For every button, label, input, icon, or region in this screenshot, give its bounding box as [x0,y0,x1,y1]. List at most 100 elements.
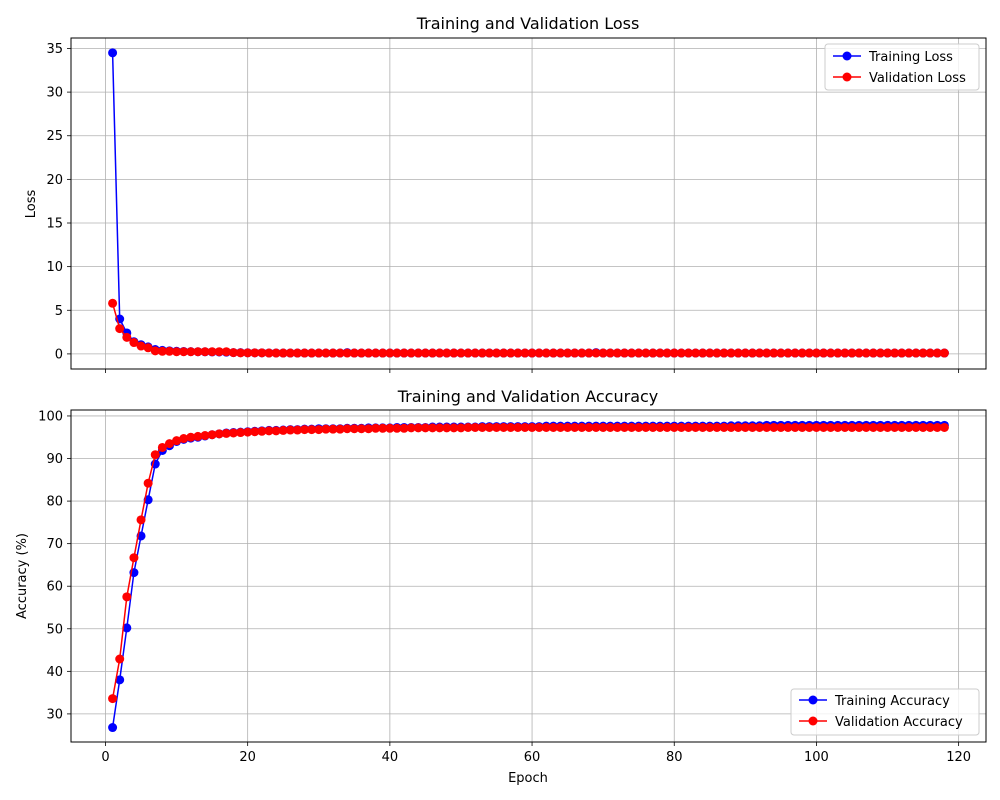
validation-loss-point [150,346,160,356]
validation-accuracy-point [172,436,182,446]
validation-accuracy-point [847,422,857,432]
validation-accuracy-point [676,422,686,432]
legend-marker-training-accuracy [808,695,818,705]
loss-legend: Training Loss Validation Loss [824,43,980,91]
validation-loss-point [783,348,793,358]
validation-accuracy-point [840,422,850,432]
validation-accuracy-point [342,424,352,434]
validation-loss-point [271,348,281,358]
validation-loss-point [932,348,942,358]
validation-loss-point [769,348,779,358]
validation-loss-point [342,348,352,358]
validation-loss-point [300,348,310,358]
accuracy-y-tick-label: 60 [46,580,63,595]
legend-marker-training-loss [842,51,852,61]
validation-accuracy-point [193,431,203,441]
validation-loss-point [335,348,345,358]
validation-loss-point [484,348,494,358]
validation-loss-point [307,348,317,358]
validation-accuracy-point [108,694,118,704]
validation-accuracy-point [292,425,302,435]
validation-accuracy-point [833,422,843,432]
validation-loss-point [442,348,452,358]
validation-loss-point [364,348,374,358]
validation-loss-point [172,347,182,357]
accuracy-y-tick-label: 100 [38,409,63,424]
validation-accuracy-point [918,422,928,432]
validation-accuracy-point [776,422,786,432]
validation-accuracy-point [385,423,395,433]
validation-accuracy-point [705,422,715,432]
validation-accuracy-point [520,422,530,432]
validation-accuracy-point [129,553,139,563]
validation-accuracy-point [228,428,238,438]
validation-accuracy-point [939,422,949,432]
validation-accuracy-point [534,422,544,432]
validation-accuracy-point [811,422,821,432]
validation-accuracy-point [257,426,267,436]
validation-accuracy-point [264,426,274,436]
validation-accuracy-point [321,424,331,434]
validation-loss-point [819,348,829,358]
validation-loss-point [157,346,167,356]
validation-loss-point [655,348,665,358]
validation-loss-point [463,348,473,358]
validation-accuracy-point [726,422,736,432]
validation-accuracy-point [492,422,502,432]
loss-y-tick-label: 0 [55,347,63,362]
validation-loss-point [541,348,551,358]
validation-loss-point [292,348,302,358]
loss-y-tick-label: 25 [46,129,63,144]
validation-accuracy-point [733,422,743,432]
accuracy-x-tick-label: 40 [382,750,399,765]
validation-accuracy-point [641,422,651,432]
validation-loss-point [861,348,871,358]
validation-loss-point [264,348,274,358]
loss-y-tick-label: 30 [46,86,63,101]
validation-loss-point [278,348,288,358]
validation-loss-point [847,348,857,358]
loss-y-axis-label: Loss [24,190,39,219]
validation-accuracy-point [150,450,160,460]
validation-accuracy-point [236,428,246,438]
validation-loss-point [513,348,523,358]
accuracy-x-tick-label: 80 [666,750,683,765]
validation-accuracy-point [648,422,658,432]
loss-y-tick-label: 35 [46,42,63,57]
validation-accuracy-point [364,424,374,434]
validation-accuracy-point [307,425,317,435]
training-accuracy-point [115,675,125,685]
validation-loss-point [719,348,729,358]
validation-loss-point [321,348,331,358]
validation-accuracy-point [250,427,260,437]
validation-loss-point [698,348,708,358]
validation-accuracy-point [669,422,679,432]
validation-loss-point [890,348,900,358]
legend-marker-validation-accuracy [808,716,818,726]
validation-accuracy-point [527,422,537,432]
validation-loss-point [108,298,118,308]
validation-accuracy-point [513,422,523,432]
validation-loss-point [868,348,878,358]
validation-loss-point [883,348,893,358]
accuracy-y-tick-label: 40 [46,665,63,680]
validation-loss-point [833,348,843,358]
validation-accuracy-point [548,422,558,432]
validation-loss-point [762,348,772,358]
validation-accuracy-point [875,422,885,432]
loss-series [108,48,949,358]
validation-loss-point [840,348,850,358]
validation-loss-point [477,348,487,358]
validation-accuracy-point [541,422,551,432]
validation-accuracy-point [868,422,878,432]
validation-accuracy-point [484,422,494,432]
validation-loss-point [492,348,502,358]
accuracy-y-tick-label: 70 [46,537,63,552]
accuracy-x-tick-label: 100 [804,750,829,765]
validation-loss-point [804,348,814,358]
validation-loss-point [236,348,246,358]
validation-accuracy-point [769,422,779,432]
validation-accuracy-point [186,432,196,442]
accuracy-y-tick-label: 80 [46,495,63,510]
validation-loss-point [470,348,480,358]
